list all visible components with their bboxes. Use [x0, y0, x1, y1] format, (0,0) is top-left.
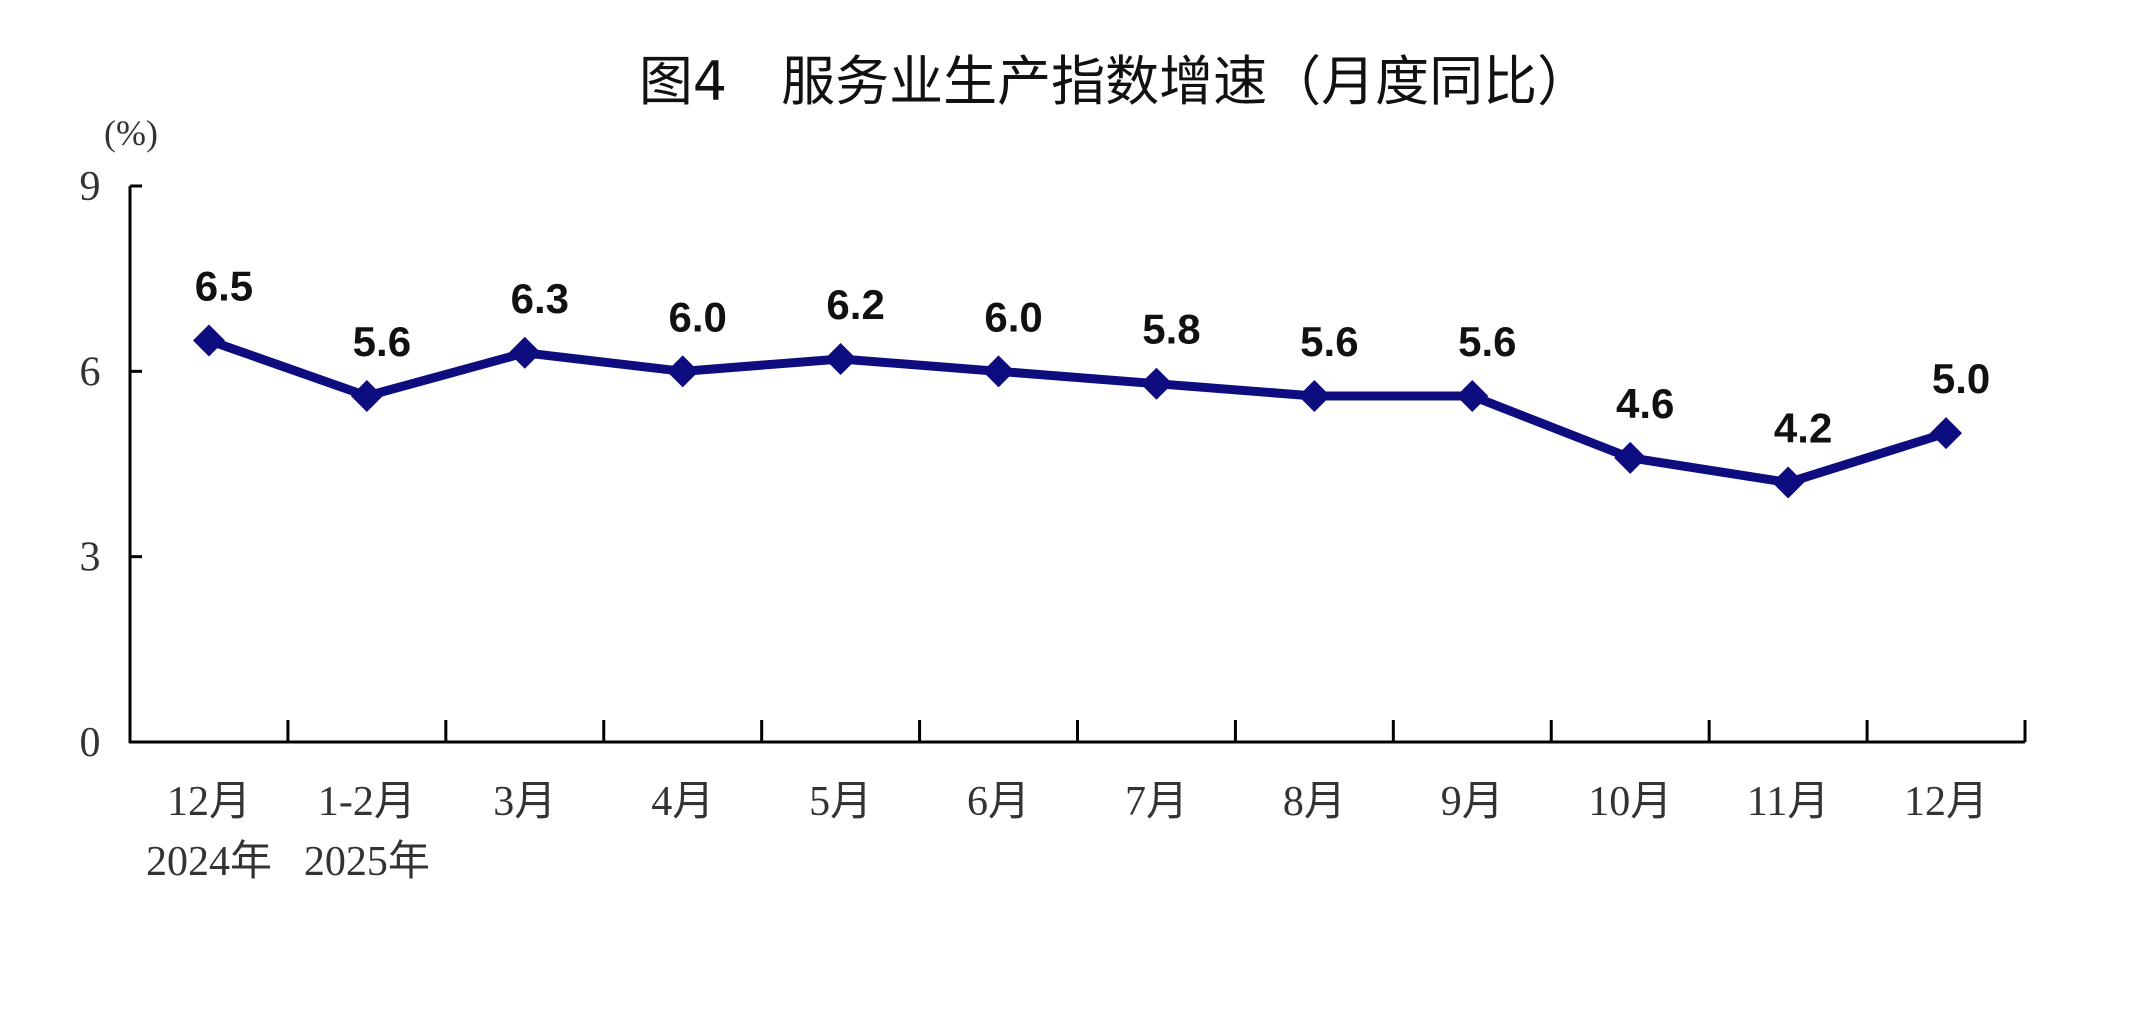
series-path	[207, 336, 1948, 488]
data-point-marker	[982, 355, 1015, 388]
y-tick-label: 0	[80, 720, 101, 766]
data-label: 6.5	[195, 262, 253, 309]
data-point-marker	[1930, 417, 1963, 450]
data-label: 5.8	[1142, 306, 1200, 353]
axes	[128, 184, 2027, 744]
data-point-marker	[1140, 367, 1173, 400]
data-label: 4.6	[1616, 380, 1674, 427]
data-label: 5.6	[1300, 318, 1358, 365]
y-tick-label: 9	[80, 164, 101, 210]
data-label: 6.0	[669, 293, 727, 340]
data-label: 6.2	[826, 281, 884, 328]
x-tick-label: 3月	[493, 779, 556, 825]
data-point-marker	[1614, 441, 1647, 474]
data-point-marker	[1772, 466, 1805, 499]
series-line	[192, 324, 1963, 499]
x-tick-label: 6月	[967, 779, 1030, 825]
tick-labels: 0 3 6 9 12月 1-2月 3月 4月 5月 6月 7月 8月 9月 10月 11月 12月 2024年 2…	[80, 164, 1989, 885]
x-tick-label: 12月	[1904, 779, 1988, 825]
data-label: 5.6	[353, 318, 411, 365]
data-point-marker	[666, 355, 699, 388]
chart-title: 图4 服务业生产指数增速（月度同比）	[639, 50, 1591, 113]
data-label: 5.0	[1932, 355, 1990, 402]
data-labels: 6.5 5.6 6.3 6.0 6.2 6.0 5.8 5.6 5.6 4.6 4.2 5.0	[195, 262, 1990, 451]
data-point-marker	[1456, 380, 1489, 413]
data-label: 6.3	[511, 275, 569, 322]
x-year-label: 2024年	[146, 838, 272, 885]
data-point-marker	[508, 336, 541, 369]
data-label: 5.6	[1458, 318, 1516, 365]
data-point-marker	[350, 380, 383, 413]
y-tick-label: 3	[80, 535, 101, 581]
data-point-marker	[1298, 380, 1331, 413]
data-point-marker	[824, 342, 857, 375]
data-label: 6.0	[984, 293, 1042, 340]
x-tick-label: 12月	[167, 779, 251, 825]
x-tick-label: 10月	[1588, 779, 1672, 825]
x-tick-label: 7月	[1125, 779, 1188, 825]
x-tick-label: 11月	[1747, 779, 1829, 825]
x-tick-label: 8月	[1283, 779, 1346, 825]
data-point-marker	[192, 324, 225, 357]
y-axis-unit: (%)	[104, 113, 158, 153]
data-label: 4.2	[1774, 405, 1832, 452]
x-tick-label: 9月	[1441, 779, 1504, 825]
x-tick-label: 5月	[809, 779, 872, 825]
x-year-label: 2025年	[304, 838, 430, 885]
x-tick-label: 1-2月	[318, 779, 416, 825]
x-tick-label: 4月	[651, 779, 714, 825]
y-tick-label: 6	[80, 349, 101, 395]
